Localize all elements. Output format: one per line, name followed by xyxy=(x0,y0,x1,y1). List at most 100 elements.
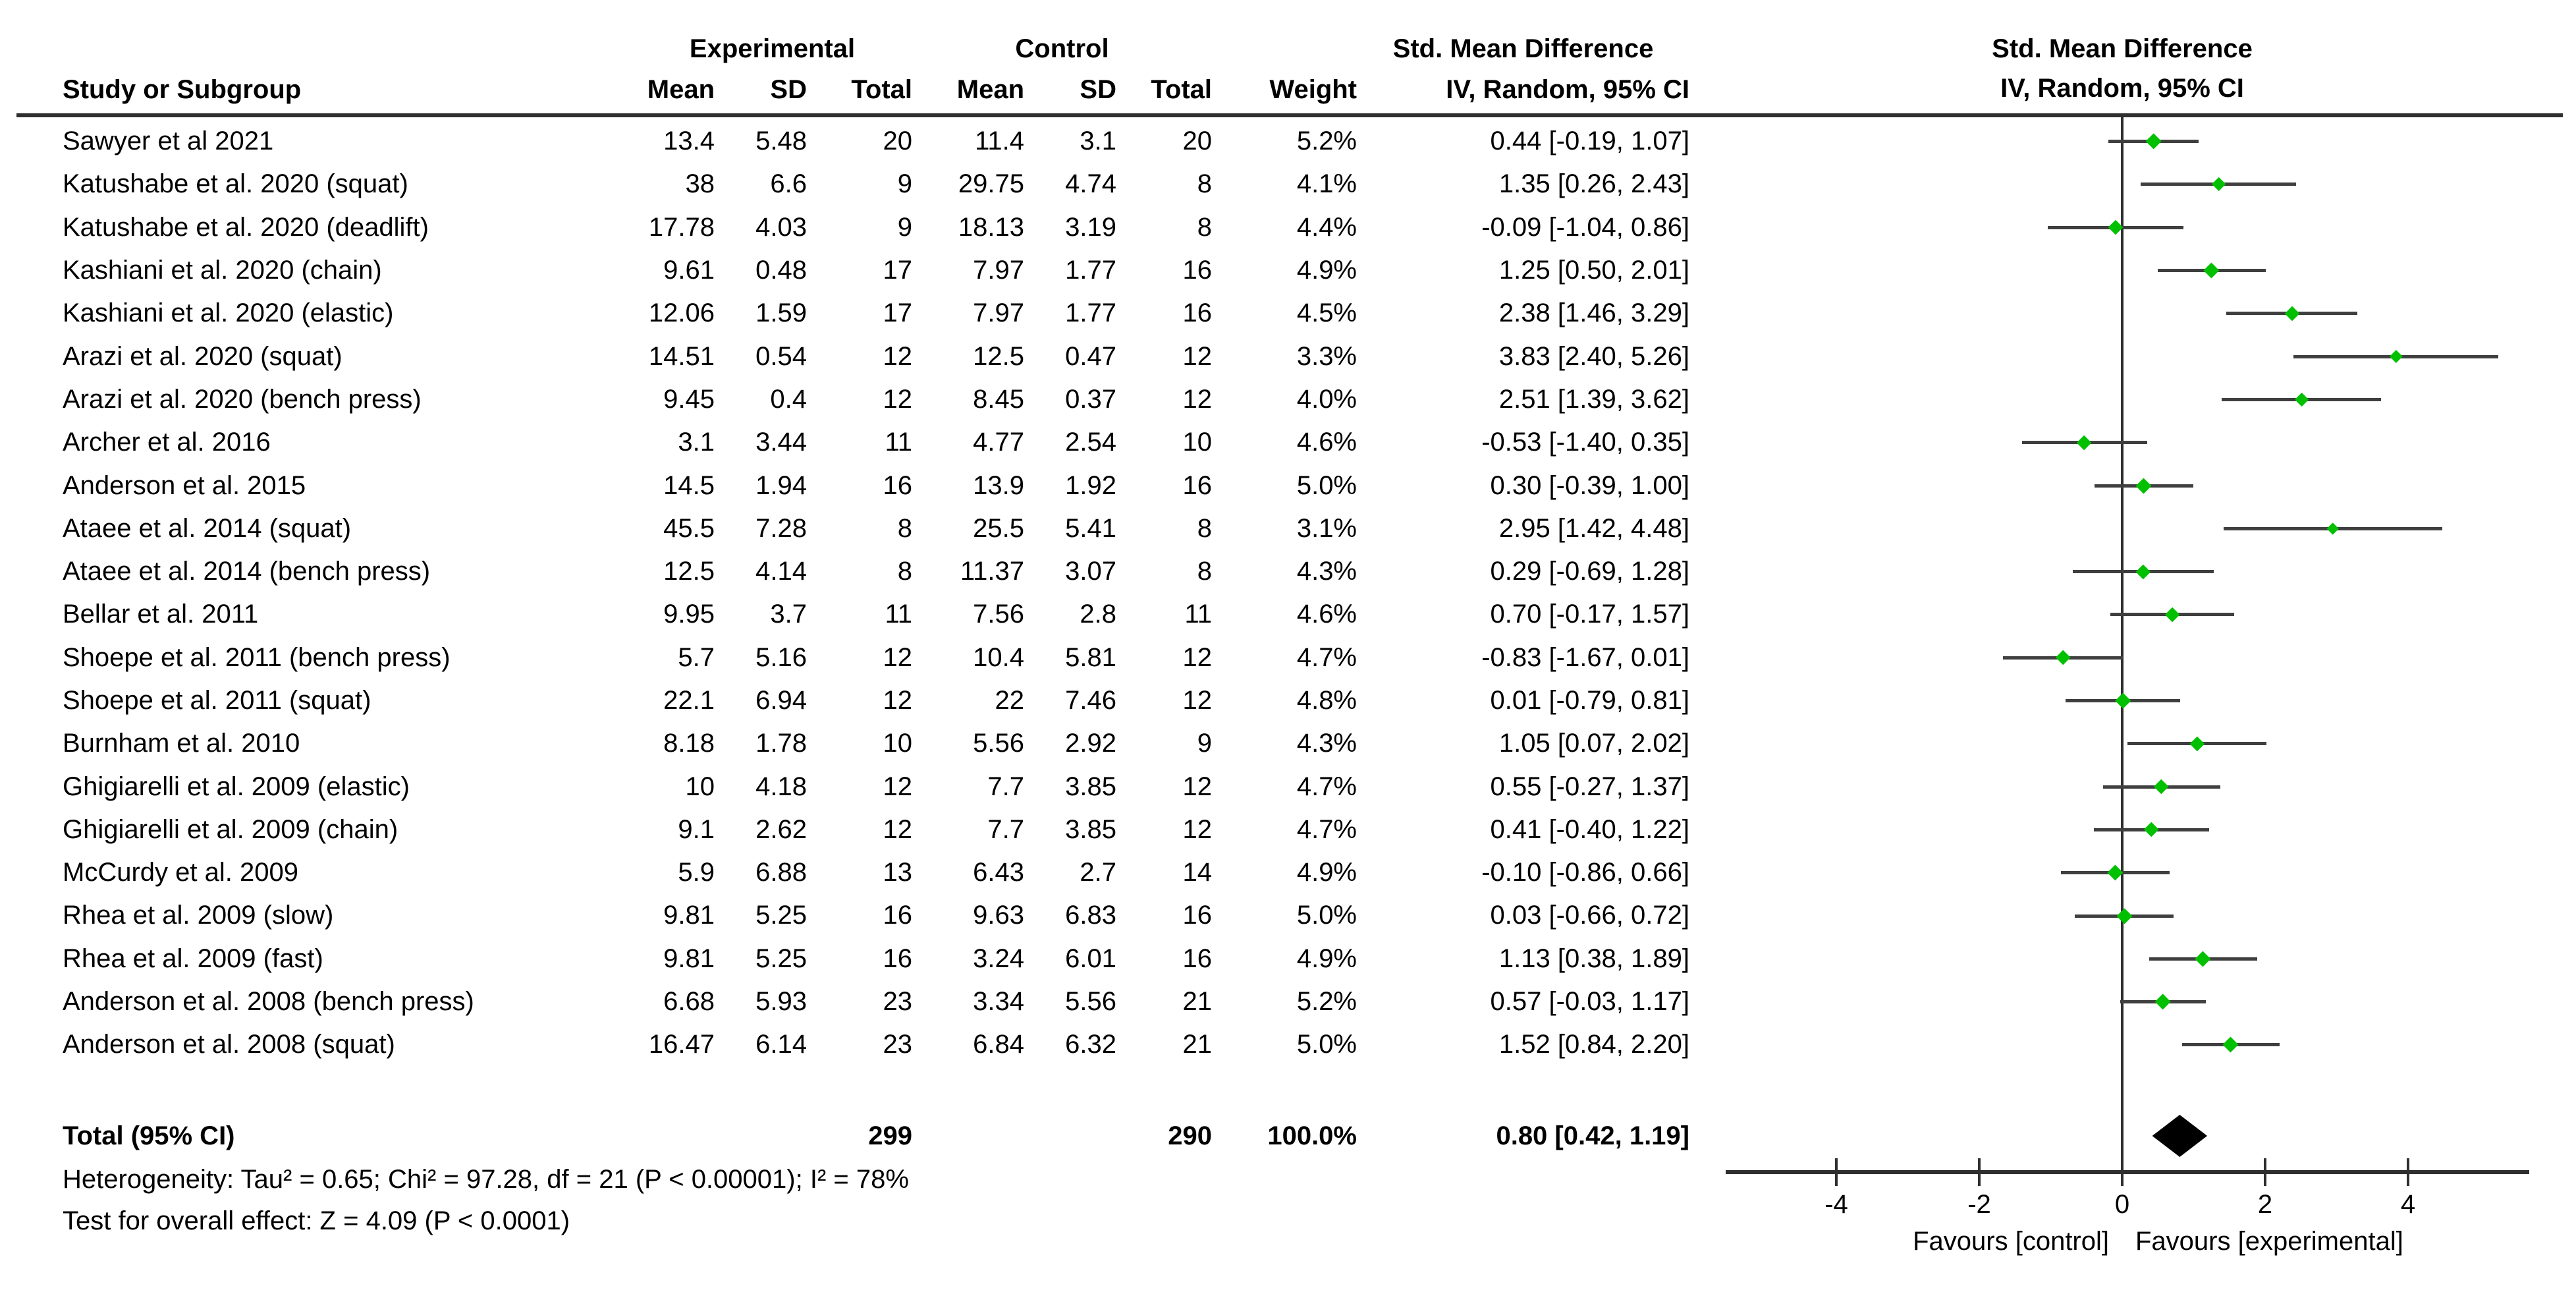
cell-weight: 3.3% xyxy=(1296,341,1357,371)
effect-marker xyxy=(2222,1036,2239,1053)
cell-exp-total: 8 xyxy=(897,557,912,586)
cell-weight: 4.7% xyxy=(1296,814,1357,844)
cell-exp-sd: 6.14 xyxy=(755,1030,807,1059)
cell-exp-sd: 1.94 xyxy=(755,470,807,500)
cell-exp-sd: 1.78 xyxy=(755,729,807,758)
cell-ctrl-total: 12 xyxy=(1182,814,1213,844)
study-row: Kashiani et al. 2020 (chain) 9.61 0.48 17 7.… xyxy=(0,249,1689,292)
cell-ctrl-sd: 5.81 xyxy=(1065,642,1116,672)
cell-ctrl-total: 16 xyxy=(1182,901,1213,930)
cell-ci-text: 2.95 [1.42, 4.48] xyxy=(1498,513,1689,543)
cell-weight: 4.3% xyxy=(1296,729,1357,758)
cell-study: Rhea et al. 2009 (fast) xyxy=(63,943,323,973)
cell-ctrl-mean: 9.63 xyxy=(973,901,1024,930)
cell-weight: 4.6% xyxy=(1296,600,1357,629)
cell-ctrl-mean: 10.4 xyxy=(973,642,1024,672)
cell-ci-text: 0.55 [-0.27, 1.37] xyxy=(1490,772,1689,801)
zero-line xyxy=(2121,117,2124,1172)
cell-exp-sd: 5.16 xyxy=(755,642,807,672)
cell-weight: 4.0% xyxy=(1296,384,1357,414)
cell-exp-mean: 3.1 xyxy=(678,428,715,457)
study-row: Ghigiarelli et al. 2009 (chain) 9.1 2.62 12… xyxy=(0,808,1689,851)
group-header-smd: Std. Mean Difference xyxy=(1392,34,1654,63)
cell-ctrl-total: 12 xyxy=(1182,686,1213,715)
x-axis-line xyxy=(1726,1170,2529,1174)
column-header-row: Study or Subgroup Mean SD Total Mean SD … xyxy=(0,69,1689,111)
effect-marker xyxy=(2076,435,2093,451)
study-row: Rhea et al. 2009 (slow) 9.81 5.25 16 9.63 6.8… xyxy=(0,894,1689,937)
study-row: Sawyer et al 2021 13.4 5.48 20 11.4 3.1 20 5.2%… xyxy=(0,120,1689,163)
cell-ctrl-mean: 22 xyxy=(995,686,1025,715)
plot-header-title: Std. Mean Difference xyxy=(1992,34,2253,63)
cell-exp-mean: 10 xyxy=(685,772,715,801)
cell-exp-mean: 9.81 xyxy=(663,943,715,973)
cell-study: Bellar et al. 2011 xyxy=(63,600,259,629)
cell-exp-mean: 9.95 xyxy=(663,600,715,629)
cell-ctrl-sd: 3.85 xyxy=(1065,772,1116,801)
cell-exp-mean: 9.81 xyxy=(663,901,715,930)
cell-ci-text: -0.53 [-1.40, 0.35] xyxy=(1481,428,1689,457)
cell-weight: 4.5% xyxy=(1296,298,1357,328)
cell-ci-text: -0.83 [-1.67, 0.01] xyxy=(1481,642,1689,672)
cell-weight: 4.7% xyxy=(1296,642,1357,672)
cell-ctrl-sd: 0.47 xyxy=(1065,341,1116,371)
cell-study: Shoepe et al. 2011 (squat) xyxy=(63,686,371,715)
cell-weight: 4.6% xyxy=(1296,428,1357,457)
x-axis-tick-label: 2 xyxy=(2257,1190,2273,1219)
cell-ci-text: 1.13 [0.38, 1.89] xyxy=(1498,943,1689,973)
cell-ctrl-total: 12 xyxy=(1182,341,1213,371)
cell-ctrl-sd: 6.01 xyxy=(1065,943,1116,973)
cell-ctrl-mean: 7.97 xyxy=(973,256,1024,285)
cell-ctrl-mean: 18.13 xyxy=(958,212,1024,242)
cell-ci-text: 0.29 [-0.69, 1.28] xyxy=(1490,557,1689,586)
cell-ctrl-sd: 4.74 xyxy=(1065,169,1116,199)
cell-exp-total: 17 xyxy=(883,256,913,285)
cell-study: Ataee et al. 2014 (squat) xyxy=(63,513,352,543)
cell-exp-sd: 4.03 xyxy=(755,212,807,242)
effect-marker xyxy=(2164,607,2180,623)
cell-ctrl-mean: 6.84 xyxy=(973,1030,1024,1059)
cell-exp-total: 11 xyxy=(885,428,912,457)
cell-ctrl-sd: 3.07 xyxy=(1065,557,1116,586)
cell-ctrl-mean: 5.56 xyxy=(973,729,1024,758)
cell-weight: 4.9% xyxy=(1296,256,1357,285)
cell-exp-total: 23 xyxy=(883,987,913,1017)
effect-marker xyxy=(2145,133,2162,150)
cell-ctrl-mean: 6.43 xyxy=(973,858,1024,887)
cell-exp-sd: 2.62 xyxy=(755,814,807,844)
cell-exp-sd: 0.54 xyxy=(755,341,807,371)
study-row: Kashiani et al. 2020 (elastic) 12.06 1.59 1… xyxy=(0,292,1689,335)
cell-exp-mean: 45.5 xyxy=(663,513,715,543)
cell-ctrl-sd: 2.8 xyxy=(1080,600,1116,629)
study-row: Ataee et al. 2014 (bench press) 12.5 4.14 8… xyxy=(0,550,1689,593)
cell-ctrl-total: 12 xyxy=(1182,384,1213,414)
cell-exp-sd: 1.59 xyxy=(755,298,807,328)
cell-ci-text: 1.52 [0.84, 2.20] xyxy=(1498,1030,1689,1059)
cell-ctrl-mean: 7.56 xyxy=(973,600,1024,629)
cell-weight: 4.9% xyxy=(1296,943,1357,973)
cell-ctrl-total: 9 xyxy=(1197,729,1212,758)
cell-exp-mean: 9.45 xyxy=(663,384,715,414)
study-row: Rhea et al. 2009 (fast) 9.81 5.25 16 3.24 6.0… xyxy=(0,938,1689,980)
cell-weight: 4.4% xyxy=(1296,212,1357,242)
total-ci: 0.80 [0.42, 1.19] xyxy=(1496,1121,1689,1150)
cell-exp-total: 12 xyxy=(883,772,913,801)
effect-marker xyxy=(2116,908,2133,924)
study-row: Katushabe et al. 2020 (deadlift) 17.78 4.0… xyxy=(0,206,1689,249)
cell-exp-sd: 6.88 xyxy=(755,858,807,887)
cell-exp-total: 16 xyxy=(883,943,913,973)
cell-ctrl-mean: 4.77 xyxy=(973,428,1024,457)
cell-ctrl-total: 14 xyxy=(1182,858,1213,887)
cell-ctrl-total: 21 xyxy=(1182,1030,1213,1059)
overall-effect-text: Test for overall effect: Z = 4.09 (P < 0… xyxy=(63,1206,570,1235)
study-row: Katushabe et al. 2020 (squat) 38 6.6 9 29.75… xyxy=(0,163,1689,206)
cell-study: Archer et al. 2016 xyxy=(63,428,271,457)
cell-exp-total: 13 xyxy=(883,858,913,887)
cell-ci-text: 1.25 [0.50, 2.01] xyxy=(1498,256,1689,285)
cell-exp-sd: 3.44 xyxy=(755,428,807,457)
effect-marker xyxy=(2326,522,2340,535)
cell-exp-total: 10 xyxy=(883,729,913,758)
x-axis-tick xyxy=(1978,1158,1981,1186)
total-diamond xyxy=(2152,1115,2208,1157)
cell-ctrl-sd: 1.77 xyxy=(1065,298,1116,328)
